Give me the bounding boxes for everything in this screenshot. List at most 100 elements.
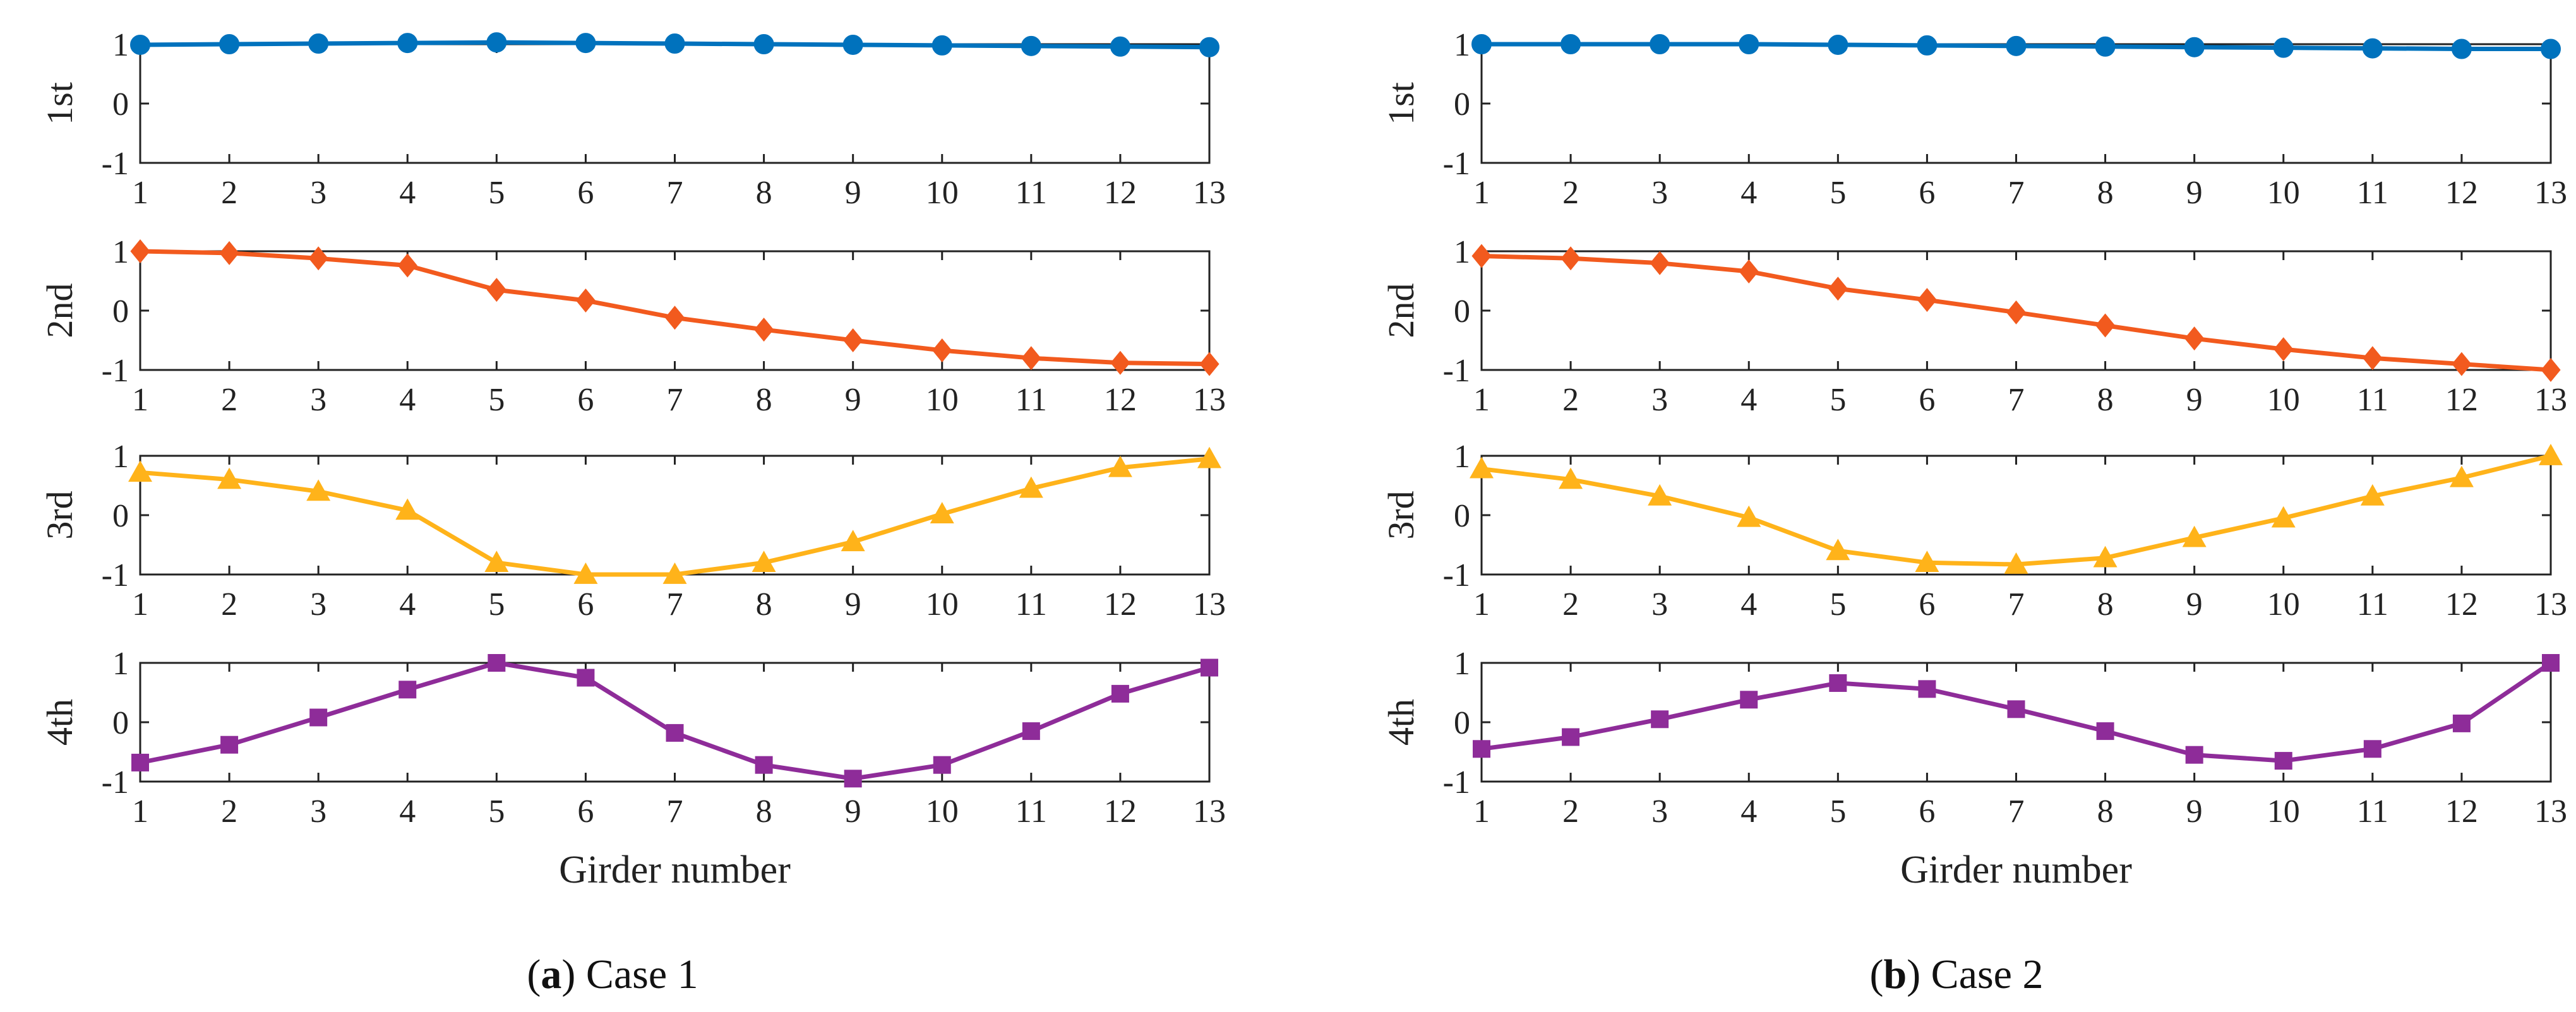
data-point-2nd-9 [843,328,863,352]
x-tick-label: 9 [845,794,861,830]
y-tick-label: -1 [102,557,129,593]
data-point-1st-7 [664,33,685,54]
x-tick-label: 11 [1015,175,1047,211]
x-tick-label: 8 [756,586,772,622]
y-tick-label: 0 [112,86,129,122]
data-point-2nd-1 [130,239,150,263]
data-point-4th-4 [398,681,417,699]
x-tick-label: 2 [1562,586,1579,622]
data-point-3rd-5 [484,551,509,573]
y-tick-label: -1 [1443,146,1470,182]
panel-caption: (b) Case 2 [1870,951,2044,997]
data-point-3rd-5 [1826,539,1850,561]
y-tick-label: 0 [1454,498,1470,534]
series-line-3rd [1481,453,2551,567]
x-tick-label: 13 [1193,794,1226,830]
data-point-4th-4 [1740,691,1758,709]
x-tick-label: 2 [1562,382,1579,418]
data-point-4th-5 [1829,674,1847,692]
data-point-3rd-11 [2360,484,2385,506]
x-tick-label: 10 [2267,794,2300,830]
data-point-2nd-5 [486,278,506,302]
data-point-4th-13 [1201,658,1218,677]
x-axis-label: Girder number [559,848,791,891]
data-point-3rd-8 [2093,545,2118,568]
data-point-3rd-9 [2182,525,2207,547]
data-point-2nd-6 [1917,288,1937,313]
data-point-4th-6 [1918,680,1936,698]
x-tick-label: 7 [2008,794,2025,830]
x-tick-label: 2 [221,382,237,418]
data-point-2nd-2 [1561,246,1581,271]
data-point-3rd-13 [2539,444,2563,465]
x-tick-label: 7 [667,382,683,418]
x-tick-label: 9 [2186,175,2203,211]
data-point-2nd-8 [754,318,774,342]
x-tick-label: 2 [1562,175,1579,211]
data-point-3rd-13 [1197,446,1221,468]
x-tick-label: 1 [1473,794,1490,830]
data-point-1st-5 [1828,34,1848,55]
data-point-2nd-5 [1828,277,1848,301]
data-point-4th-1 [131,753,149,771]
x-tick-label: 13 [1193,586,1226,622]
x-tick-label: 3 [310,794,326,830]
data-point-3rd-2 [217,467,242,489]
x-tick-label: 4 [399,586,416,622]
data-point-4th-7 [666,723,684,742]
data-point-2nd-7 [2006,300,2027,324]
x-tick-label: 12 [2445,175,2478,211]
series-line-3rd [140,456,1210,577]
data-point-1st-7 [2006,35,2027,56]
data-point-3rd-1 [128,460,152,482]
data-point-1st-6 [1917,35,1938,56]
data-point-2nd-3 [1650,251,1670,275]
x-tick-label: 2 [221,175,237,211]
x-tick-label: 1 [132,175,148,211]
x-tick-label: 12 [2445,794,2478,830]
data-point-4th-13 [2542,654,2560,672]
y-tick-label: -1 [102,353,129,389]
x-tick-label: 6 [1919,175,1935,211]
x-tick-label: 5 [488,382,505,418]
data-point-3rd-11 [1019,476,1043,498]
data-point-3rd-6 [573,563,598,584]
data-point-3rd-4 [1737,505,1761,527]
x-tick-label: 9 [845,382,861,418]
x-tick-label: 8 [2097,175,2114,211]
data-point-2nd-11 [2363,346,2383,371]
y-axis-label: 4th [39,699,80,746]
data-point-4th-5 [488,654,506,672]
x-tick-label: 9 [845,586,861,622]
data-point-4th-3 [309,708,328,727]
data-point-3rd-2 [1559,467,1583,489]
x-tick-label: 13 [2534,586,2567,622]
data-point-1st-10 [932,35,952,56]
x-tick-label: 9 [2186,586,2203,622]
data-point-2nd-12 [2452,352,2472,376]
data-point-4th-7 [2007,700,2025,718]
data-point-3rd-10 [2271,506,2296,528]
data-point-3rd-3 [1648,484,1672,506]
x-tick-label: 6 [577,794,594,830]
x-axis-label: Girder number [1900,848,2132,891]
x-tick-label: 12 [2445,382,2478,418]
data-point-2nd-13 [1199,352,1219,376]
data-point-2nd-7 [664,306,685,330]
x-tick-label: 3 [1651,794,1668,830]
x-tick-label: 10 [926,382,959,418]
x-tick-label: 5 [1830,586,1846,622]
x-tick-label: 7 [2008,175,2025,211]
data-point-1st-3 [308,33,329,54]
data-point-4th-11 [2363,740,2381,758]
y-axis-label: 3rd [39,491,80,539]
data-point-1st-2 [219,34,240,54]
x-tick-label: 12 [1104,586,1137,622]
data-point-2nd-10 [2273,337,2294,362]
x-tick-label: 5 [1830,175,1846,211]
data-point-3rd-3 [306,479,331,501]
